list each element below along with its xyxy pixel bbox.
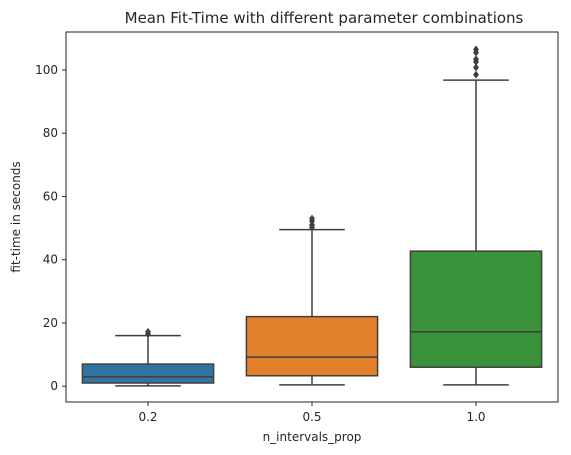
y-tick-label: 60 xyxy=(43,189,58,203)
y-axis-label: fit-time in seconds xyxy=(9,161,23,272)
chart-title: Mean Fit-Time with different parameter c… xyxy=(125,9,524,27)
boxes-layer xyxy=(81,45,543,387)
outlier-point xyxy=(472,70,480,79)
iqr-box xyxy=(409,250,543,368)
iqr-box xyxy=(245,315,379,377)
y-tick-label: 40 xyxy=(43,253,58,267)
y-tick-label: 80 xyxy=(43,126,58,140)
x-tick-label: 0.2 xyxy=(138,410,157,424)
outlier-point xyxy=(308,214,316,223)
outlier-point xyxy=(472,63,480,72)
x-axis-label: n_intervals_prop xyxy=(263,430,362,444)
outlier-point xyxy=(472,45,480,54)
y-tick-label: 20 xyxy=(43,316,58,330)
box-group-1-0 xyxy=(409,45,543,386)
x-tick-label: 0.5 xyxy=(302,410,321,424)
box-group-0-5 xyxy=(245,214,379,386)
y-tick-label: 0 xyxy=(50,379,58,393)
x-tick-label: 1.0 xyxy=(466,410,485,424)
iqr-box xyxy=(81,363,215,384)
outlier-point xyxy=(144,327,152,336)
x-axis: 0.2 0.5 1.0 xyxy=(138,402,486,424)
outlier-point xyxy=(472,55,480,64)
y-tick-label: 100 xyxy=(35,63,58,77)
y-axis: 0 20 40 60 80 100 xyxy=(35,63,66,393)
box-group-0-2 xyxy=(81,327,215,387)
